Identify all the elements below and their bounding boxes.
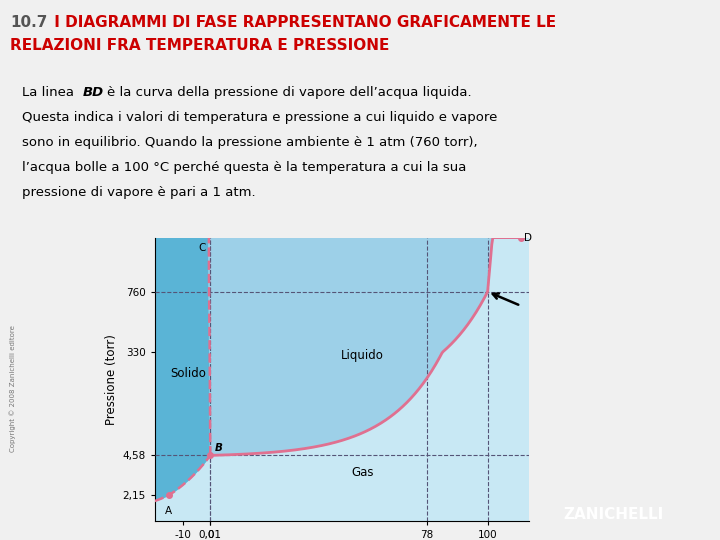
Text: Liquido: Liquido — [341, 349, 384, 362]
Y-axis label: Pressione (torr): Pressione (torr) — [105, 334, 118, 425]
Text: A: A — [165, 505, 172, 516]
Text: Solido: Solido — [170, 367, 206, 380]
Text: 10.7: 10.7 — [10, 15, 48, 30]
Text: RELAZIONI FRA TEMPERATURA E PRESSIONE: RELAZIONI FRA TEMPERATURA E PRESSIONE — [10, 38, 390, 52]
Text: La linea: La linea — [22, 86, 78, 99]
Text: BD: BD — [83, 86, 104, 99]
Text: è la curva della pressione di vapore dell’acqua liquida.: è la curva della pressione di vapore del… — [107, 86, 471, 99]
Polygon shape — [209, 225, 529, 455]
Text: Copyright © 2008 Zanichelli editore: Copyright © 2008 Zanichelli editore — [9, 326, 17, 452]
Text: B: B — [215, 443, 222, 453]
Text: D: D — [523, 233, 531, 242]
Text: pressione di vapore è pari a 1 atm.: pressione di vapore è pari a 1 atm. — [22, 186, 255, 199]
Text: I DIAGRAMMI DI FASE RAPPRESENTANO GRAFICAMENTE LE: I DIAGRAMMI DI FASE RAPPRESENTANO GRAFIC… — [49, 15, 556, 30]
Text: sono in equilibrio. Quando la pressione ambiente è 1 atm (760 torr),: sono in equilibrio. Quando la pressione … — [22, 136, 477, 149]
Polygon shape — [155, 225, 210, 501]
Text: l’acqua bolle a 100 °C perché questa è la temperatura a cui la sua: l’acqua bolle a 100 °C perché questa è l… — [22, 161, 466, 174]
Text: Questa indica i valori di temperatura e pressione a cui liquido e vapore: Questa indica i valori di temperatura e … — [22, 111, 497, 124]
Text: ZANICHELLI: ZANICHELLI — [564, 507, 664, 522]
Text: Gas: Gas — [351, 466, 374, 480]
Text: C: C — [199, 243, 206, 253]
